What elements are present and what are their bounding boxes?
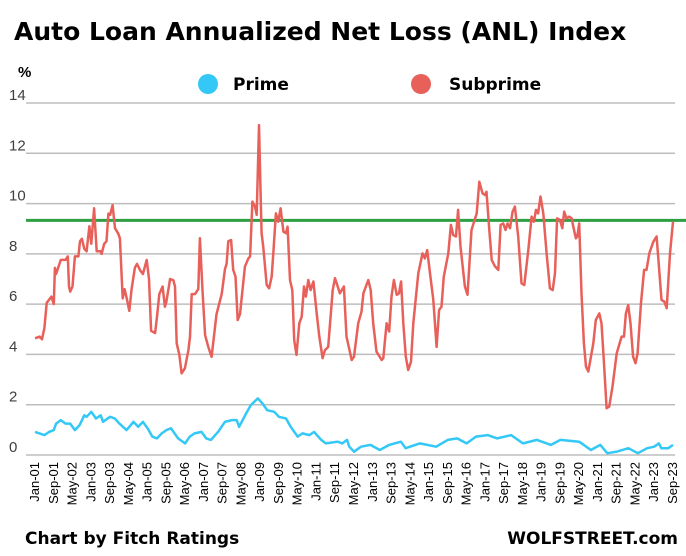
x-tick-label: May-18	[515, 462, 530, 505]
x-tick-label: Jan-13	[365, 462, 380, 502]
legend-label-prime: Prime	[233, 75, 289, 95]
y-axis-unit-label: %	[18, 64, 31, 81]
x-tick-label: Jan-23	[646, 462, 661, 502]
chart-source: Chart by Fitch Ratings	[25, 529, 239, 549]
x-tick-label: Jan-03	[83, 462, 98, 502]
x-tick-label: Sep-09	[271, 462, 286, 504]
x-tick-label: Sep-15	[440, 462, 455, 504]
chart-title: Auto Loan Annualized Net Loss (ANL) Inde…	[14, 17, 626, 46]
x-tick-label: Jan-19	[534, 462, 549, 502]
x-tick-label: Jan-21	[590, 462, 605, 502]
y-tick-label: 6	[9, 288, 17, 305]
x-tick-label: May-12	[346, 462, 361, 505]
x-tick-label: Jan-05	[140, 462, 155, 502]
y-tick-label: 10	[9, 188, 26, 205]
x-tick-label: Sep-01	[46, 462, 61, 504]
x-tick-label: Sep-23	[665, 462, 680, 504]
series-line-subprime	[34, 123, 675, 410]
x-tick-label: Jan-15	[421, 462, 436, 502]
series-line-prime	[34, 397, 674, 455]
x-tick-label: Sep-05	[158, 462, 173, 504]
x-tick-label: May-10	[290, 462, 305, 505]
gridlines	[26, 102, 675, 456]
x-tick-label: Sep-03	[102, 462, 117, 504]
x-tick-label: May-02	[65, 462, 80, 505]
x-tick-label: May-04	[121, 462, 136, 505]
x-tick-label: May-16	[459, 462, 474, 505]
x-tick-label: Sep-13	[384, 462, 399, 504]
x-tick-label: May-22	[627, 462, 642, 505]
y-axis-ticks: 0 2 4 6 8 10 12 14	[9, 87, 26, 456]
x-tick-label: Sep-11	[327, 462, 342, 503]
x-tick-label: Jan-09	[252, 462, 267, 502]
y-tick-label: 2	[9, 389, 17, 406]
y-tick-label: 4	[9, 338, 17, 355]
x-axis-ticks: Jan-01 Sep-01 May-02 Jan-03 Sep-03 May-04 Jan-…	[27, 462, 680, 505]
x-tick-label: Jan-01	[27, 462, 42, 502]
x-tick-label: Jan-11	[308, 462, 323, 501]
legend-label-subprime: Subprime	[449, 75, 541, 95]
x-tick-label: May-20	[571, 462, 586, 505]
y-tick-label: 0	[9, 439, 17, 456]
x-tick-label: Sep-07	[215, 462, 230, 504]
brand-watermark: WOLFSTREET.com	[507, 529, 678, 549]
x-tick-label: Sep-19	[552, 462, 567, 504]
x-tick-label: May-08	[233, 462, 248, 505]
x-tick-label: Sep-21	[609, 462, 624, 504]
x-tick-label: May-14	[402, 462, 417, 505]
x-tick-label: May-06	[177, 462, 192, 505]
legend: Prime Subprime	[198, 74, 541, 95]
y-tick-label: 8	[9, 238, 17, 255]
series-lines	[34, 123, 675, 455]
legend-marker-subprime	[411, 74, 431, 94]
y-tick-label: 14	[9, 87, 26, 104]
x-tick-label: Jan-17	[477, 462, 492, 502]
x-tick-label: Sep-17	[496, 462, 511, 504]
y-tick-label: 12	[9, 137, 26, 154]
legend-marker-prime	[198, 74, 218, 94]
x-tick-label: Jan-07	[196, 462, 211, 502]
